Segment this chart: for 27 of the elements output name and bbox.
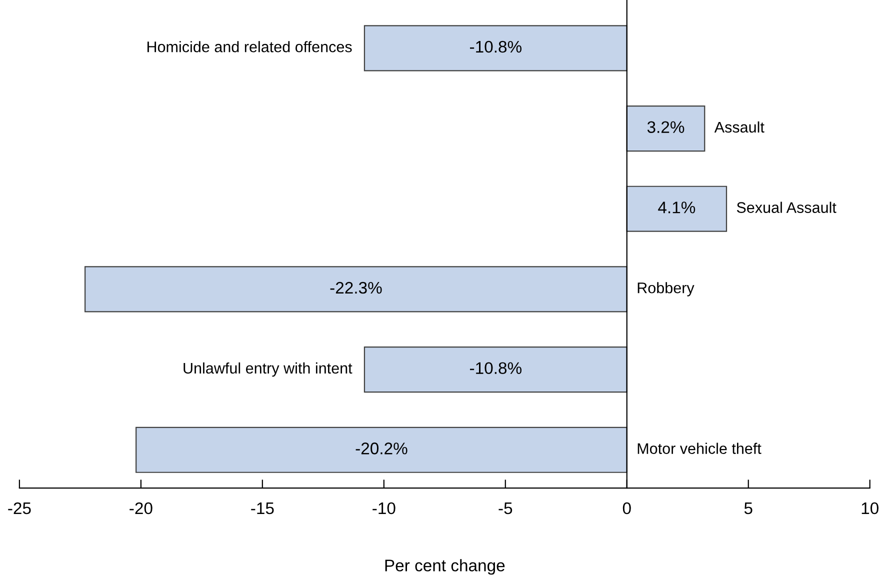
x-tick-label: -20	[130, 502, 152, 514]
y-tick-label: Assault	[714, 121, 764, 133]
y-tick-label: Homicide and related offences	[147, 41, 352, 52]
bar	[364, 25, 628, 72]
x-tick-label: -15	[251, 502, 274, 514]
data-label: -20.2%	[356, 442, 408, 454]
bar	[84, 266, 628, 312]
bar	[626, 186, 728, 232]
x-tick-label: -25	[8, 502, 31, 514]
x-tick-label: -10	[372, 502, 396, 514]
bar	[364, 346, 628, 393]
data-label: -10.8%	[470, 362, 522, 374]
y-tick-label: Robbery	[638, 282, 694, 296]
x-tick-label: -5	[498, 502, 512, 514]
y-tick-label: Unlawful entry with intent	[184, 362, 352, 377]
bar	[136, 426, 628, 473]
data-label: 4.1%	[658, 202, 696, 214]
data-label: 3.2%	[647, 121, 684, 134]
x-tick-label: 0	[622, 502, 631, 514]
x-tick-label: 10	[862, 502, 878, 514]
y-tick-label: Motor vehicle theft	[638, 442, 762, 454]
bar	[626, 105, 706, 152]
data-label: -22.3%	[330, 282, 382, 294]
x-axis-title: Per cent change	[385, 559, 505, 575]
y-tick-label: Sexual Assault	[736, 202, 836, 213]
x-tick-label: 5	[744, 502, 752, 514]
data-label: -10.8%	[470, 40, 522, 53]
